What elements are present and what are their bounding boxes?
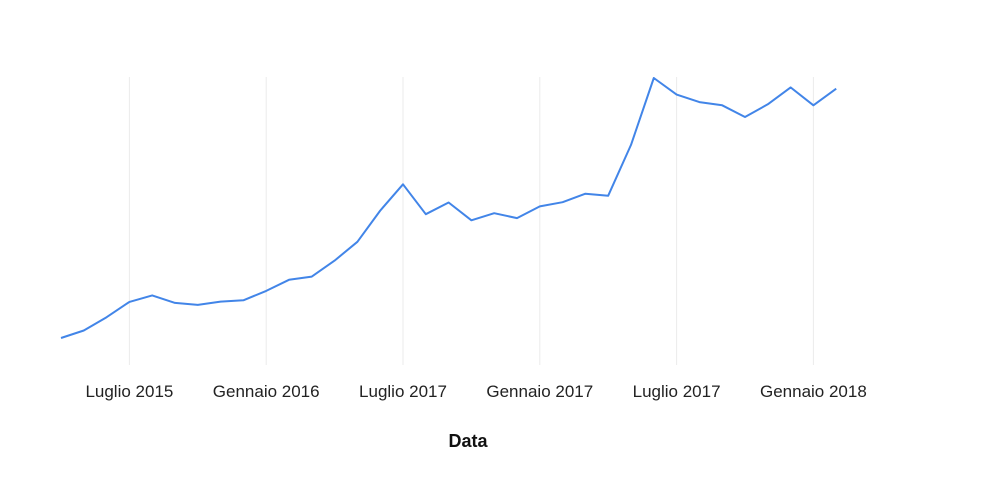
x-tick-label: Luglio 2015 (85, 382, 173, 401)
x-tick-label: Gennaio 2018 (760, 382, 867, 401)
grid-layer (128, 77, 814, 365)
x-tick-labels: Luglio 2015 Gennaio 2016 Luglio 2017 Gennai… (85, 382, 866, 401)
x-tick-label: Gennaio 2016 (213, 382, 320, 401)
x-axis-title: Data (448, 431, 488, 451)
line-layer (60, 77, 837, 339)
x-tick-label: Luglio 2017 (633, 382, 721, 401)
x-tick-label: Luglio 2017 (359, 382, 447, 401)
x-tick-label: Gennaio 2017 (486, 382, 593, 401)
series-line (60, 77, 837, 339)
